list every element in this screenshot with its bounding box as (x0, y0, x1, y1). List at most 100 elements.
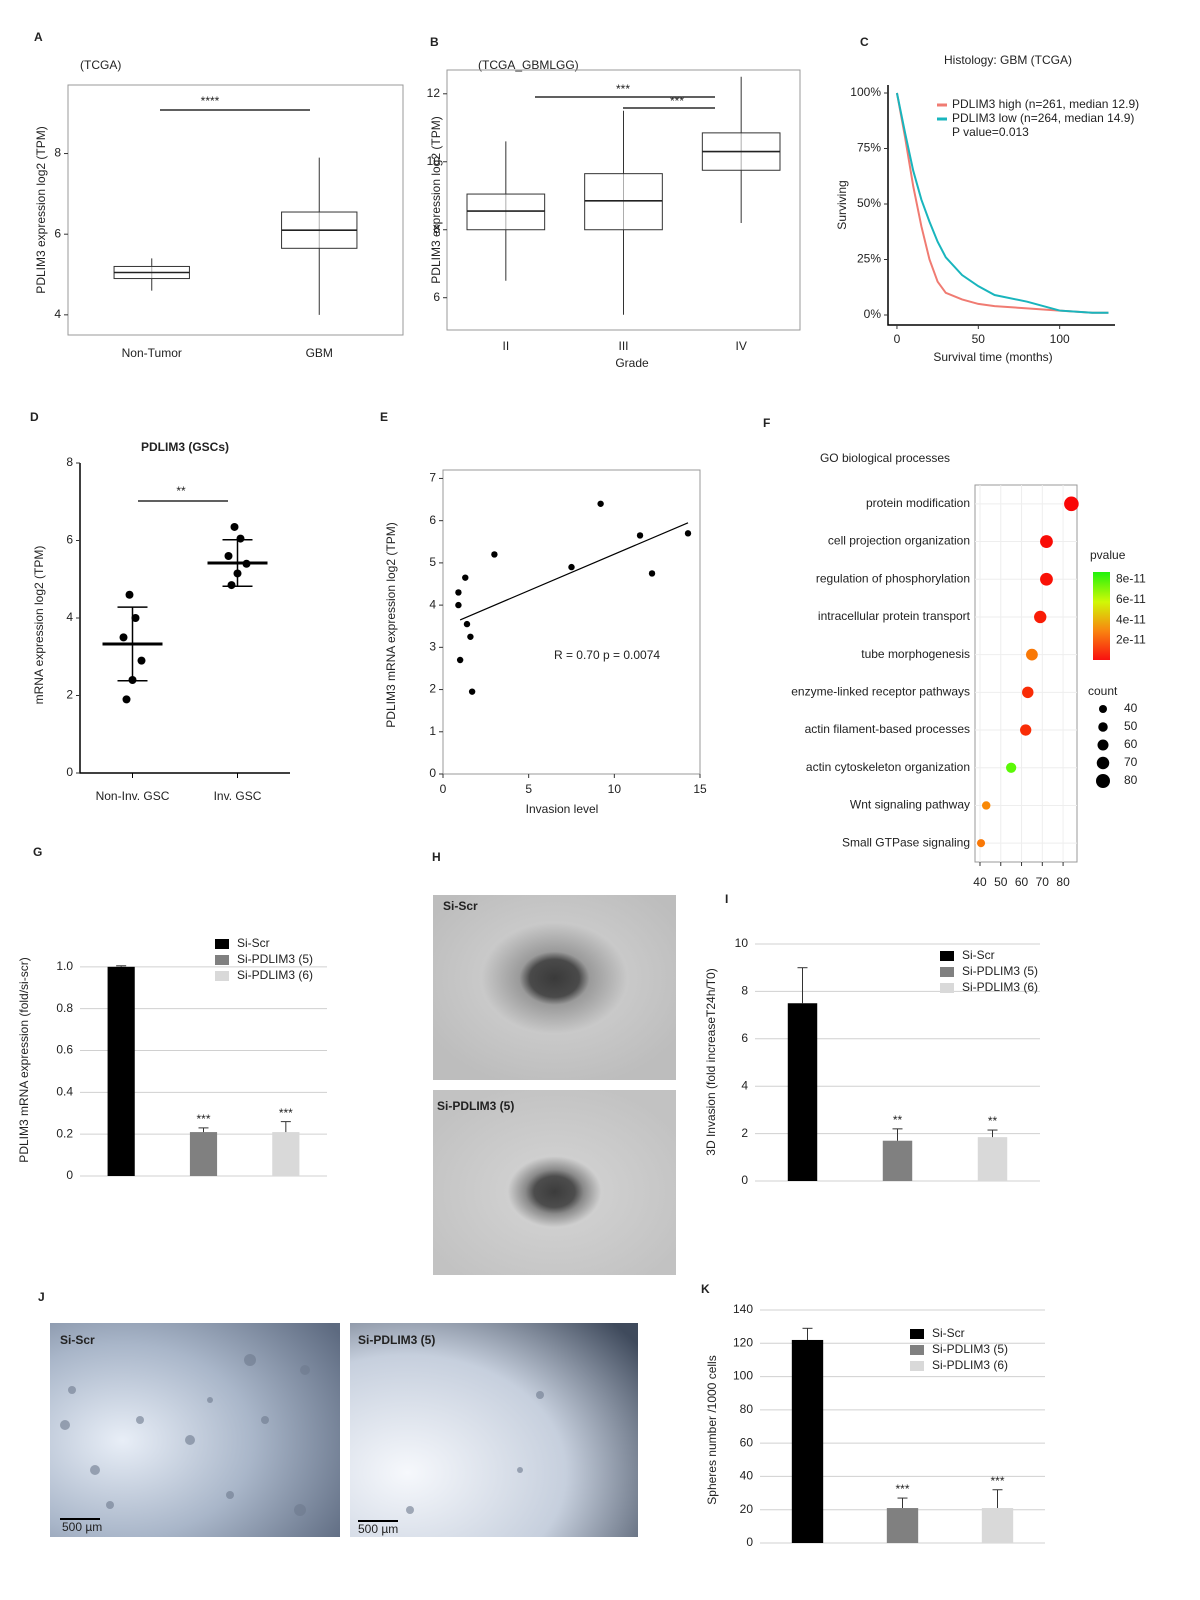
category-label: intracellular protein transport (818, 609, 971, 623)
y-axis-label: PDLIM3 expression log2 (TPM) (34, 126, 48, 293)
image-label: Si-PDLIM3 (5) (437, 1099, 514, 1113)
axes (887, 85, 1115, 326)
bubble (976, 839, 986, 848)
point (468, 688, 476, 695)
point (568, 563, 575, 571)
category-label: Wnt signaling pathway (850, 798, 970, 812)
significance: ** (988, 1114, 998, 1128)
bubble (1020, 724, 1032, 736)
annotation: *** (670, 94, 684, 108)
point (137, 656, 146, 665)
panel-letter: B (430, 35, 439, 49)
y-tick-label: 4 (54, 307, 61, 321)
point (462, 574, 469, 581)
y-tick-label: 0.4 (56, 1085, 73, 1099)
bar (981, 1508, 1014, 1543)
legend-swatch (940, 951, 954, 961)
x-tick-label: 60 (1015, 875, 1029, 889)
y-tick-label: 75% (857, 141, 881, 155)
x-tick-label: III (618, 339, 628, 353)
legend-swatch (910, 1345, 924, 1355)
scale-label: 500 µm (358, 1522, 398, 1536)
plot-frame (974, 484, 1078, 863)
survival-curve (895, 92, 1109, 314)
point (636, 532, 644, 539)
color-tick-label: 6e-11 (1116, 592, 1146, 606)
y-tick-label: 2 (429, 682, 436, 696)
y-tick-label: 2 (741, 1126, 748, 1140)
bubble (1040, 535, 1053, 548)
legend-label: Si-PDLIM3 (6) (962, 980, 1038, 994)
x-tick-label: 15 (693, 782, 707, 796)
image-label: Si-PDLIM3 (5) (358, 1333, 435, 1347)
chart-title: (TCGA_GBMLGG) (478, 58, 579, 72)
point (467, 633, 474, 640)
legend-swatch (940, 983, 954, 993)
panel-j: J Si-Scr Si-PDLIM3 (5) 500 µm 500 µm (38, 1290, 638, 1537)
bubble (1034, 610, 1047, 624)
legend-swatch (910, 1329, 924, 1339)
color-tick-label: 8e-11 (1116, 571, 1146, 585)
panel-letter: I (725, 892, 728, 906)
category-label: tube morphogenesis (861, 647, 970, 661)
plot-frame (67, 84, 404, 336)
point (684, 530, 692, 537)
legend-label: Si-Scr (932, 1326, 965, 1340)
chart-title: GO biological processes (820, 451, 950, 465)
spheres (60, 1354, 544, 1516)
panel-letter: C (860, 35, 869, 49)
y-tick-label: 6 (433, 290, 440, 304)
bubble (1064, 496, 1079, 512)
box (584, 173, 663, 231)
legend-label: Si-Scr (237, 936, 270, 950)
image-label: Si-Scr (60, 1333, 95, 1347)
category-label: enzyme-linked receptor pathways (791, 685, 970, 699)
point (131, 614, 140, 622)
x-tick-label: IV (735, 339, 746, 353)
y-axis-label: PDLIM3 mRNA expression (fold/si-scr) (17, 957, 31, 1162)
y-tick-label: 60 (740, 1435, 754, 1449)
category-label: regulation of phosphorylation (816, 571, 970, 585)
micrograph (433, 1090, 676, 1275)
y-tick-label: 0% (864, 307, 882, 321)
bubble (981, 801, 991, 810)
bar (272, 1132, 300, 1176)
point (125, 590, 134, 599)
legend-label: PDLIM3 low (n=264, median 14.9) (952, 111, 1134, 125)
category-label: actin filament-based processes (805, 722, 970, 736)
significance: ** (893, 1113, 903, 1127)
significance: *** (990, 1474, 1004, 1488)
y-tick-label: 50% (857, 196, 881, 210)
x-tick-label: 80 (1056, 875, 1070, 889)
size-key-label: 60 (1124, 737, 1138, 751)
y-tick-label: 6 (741, 1031, 748, 1045)
y-tick-label: 0.6 (56, 1043, 73, 1057)
point (119, 633, 128, 642)
image-label: Si-Scr (443, 899, 478, 913)
panel-letter: E (380, 410, 388, 424)
category-label: actin cytoskeleton organization (806, 760, 970, 774)
annotation: R = 0.70 p = 0.0074 (554, 648, 660, 662)
panel-letter: D (30, 410, 39, 424)
color-scale (1093, 572, 1110, 660)
legend-swatch (215, 939, 229, 949)
x-tick-label: Inv. GSC (214, 789, 262, 803)
y-tick-label: 5 (429, 555, 436, 569)
point (463, 620, 471, 628)
bar (977, 1137, 1008, 1181)
legend-title: pvalue (1090, 548, 1126, 562)
significance: *** (196, 1112, 210, 1126)
annotation: **** (201, 94, 220, 108)
y-tick-label: 120 (733, 1335, 753, 1349)
category-label: cell projection organization (828, 534, 970, 548)
x-tick-label: 0 (440, 782, 447, 796)
y-tick-label: 8 (54, 146, 61, 160)
bar (107, 966, 135, 1176)
x-tick-label: Non-Inv. GSC (96, 789, 170, 803)
point (230, 522, 239, 531)
y-tick-label: 6 (66, 533, 73, 547)
y-tick-label: 4 (66, 610, 73, 624)
annotation: *** (616, 82, 630, 96)
micrograph (50, 1323, 340, 1537)
box (466, 193, 546, 231)
